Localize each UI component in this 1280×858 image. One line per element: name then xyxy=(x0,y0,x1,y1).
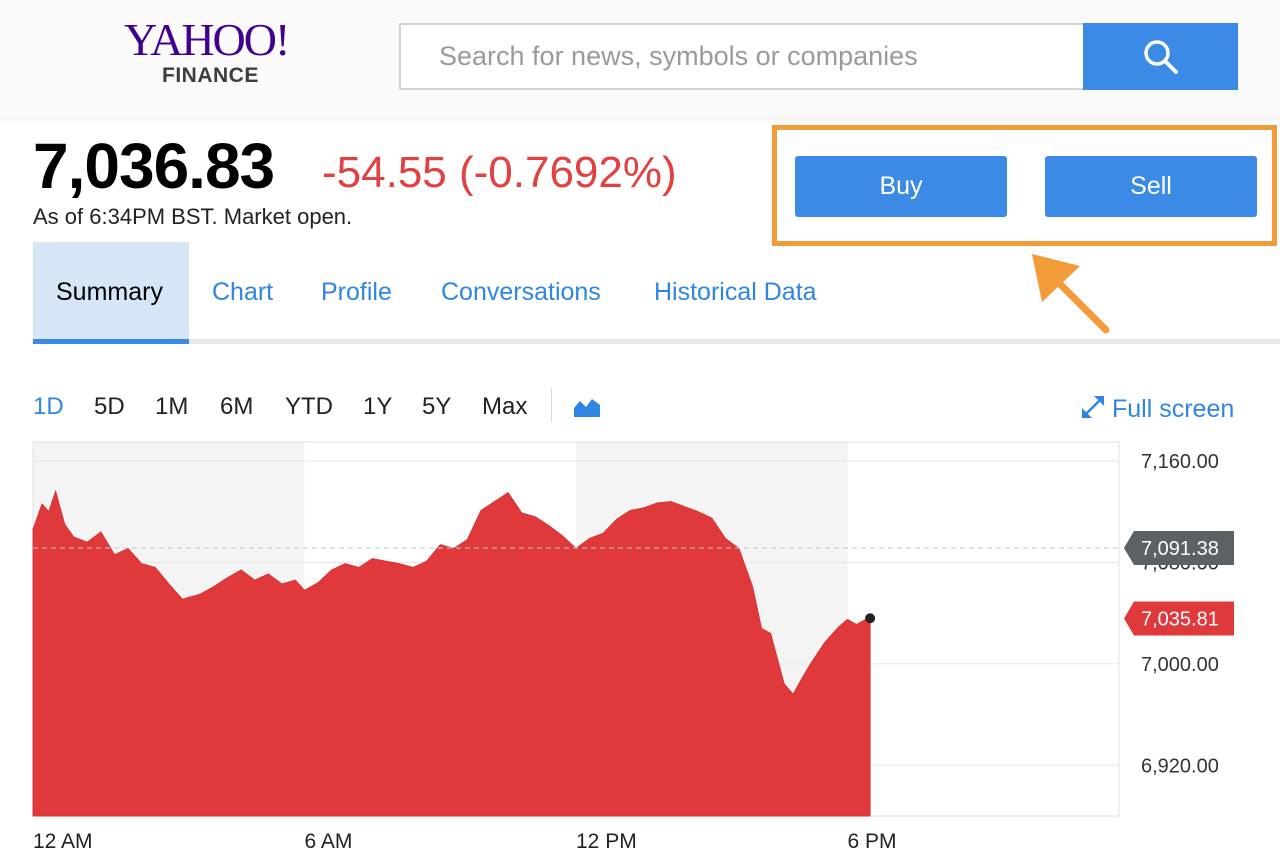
expand-icon xyxy=(1082,396,1104,418)
x-tick-label: 6 PM xyxy=(848,830,897,853)
x-tick-label: 12 AM xyxy=(33,830,93,853)
y-tick-label: 6,920.00 xyxy=(1141,755,1219,777)
last-price-dot xyxy=(865,613,876,624)
fullscreen-link[interactable]: Full screen xyxy=(1080,394,1234,424)
last-price-flag xyxy=(1124,601,1234,636)
yahoo-finance-logo[interactable]: YAHOO! FINANCE xyxy=(124,14,314,94)
tab-chart[interactable]: Chart xyxy=(212,278,274,306)
x-tick-label: 12 PM xyxy=(576,830,637,853)
range-5y[interactable]: 5Y xyxy=(422,393,452,420)
previous-close-label: 7,091.38 xyxy=(1141,538,1219,560)
y-tick-label: 7,000.00 xyxy=(1141,654,1219,676)
range-6m[interactable]: 6M xyxy=(220,393,254,420)
previous-close-flag xyxy=(1124,531,1234,566)
range-5d[interactable]: 5D xyxy=(94,393,125,420)
trade-highlight-box xyxy=(772,125,1277,246)
logo-text: YAHOO! xyxy=(124,14,290,65)
tab-bar-rule xyxy=(33,339,1280,344)
x-tick-label: 6 AM xyxy=(305,830,353,853)
range-ytd[interactable]: YTD xyxy=(285,393,333,420)
tab-profile[interactable]: Profile xyxy=(321,278,392,306)
buy-button[interactable]: Buy xyxy=(795,156,1007,217)
last-price-label: 7,035.81 xyxy=(1141,608,1219,630)
logo-subtext: FINANCE xyxy=(162,64,259,87)
quote-price: 7,036.83 xyxy=(33,130,275,202)
sell-button[interactable]: Sell xyxy=(1045,156,1257,217)
price-area-series xyxy=(32,489,871,817)
range-1y[interactable]: 1Y xyxy=(363,393,393,420)
area-chart-icon[interactable] xyxy=(573,396,601,418)
range-1d[interactable]: 1D xyxy=(33,393,64,420)
tab-summary[interactable]: Summary xyxy=(33,242,189,344)
search-icon xyxy=(1143,39,1178,74)
chart-band xyxy=(847,442,1119,816)
tab-conversations[interactable]: Conversations xyxy=(441,278,601,306)
quote-timestamp: As of 6:34PM BST. Market open. xyxy=(33,204,353,229)
range-1m[interactable]: 1M xyxy=(155,393,189,420)
price-chart[interactable]: 7,160.007,080.007,000.006,920.00 12 AM6 … xyxy=(0,430,1280,858)
y-tick-label: 7,160.00 xyxy=(1141,451,1219,473)
range-divider xyxy=(551,388,552,422)
tab-historical-data[interactable]: Historical Data xyxy=(654,278,817,306)
fullscreen-label: Full screen xyxy=(1112,395,1235,423)
search-button[interactable] xyxy=(1083,23,1238,90)
highlight-arrow-icon xyxy=(1032,254,1110,334)
range-max[interactable]: Max xyxy=(482,393,528,420)
quote-change: -54.55 (-0.7692%) xyxy=(322,148,677,197)
search-input[interactable] xyxy=(399,23,1083,90)
